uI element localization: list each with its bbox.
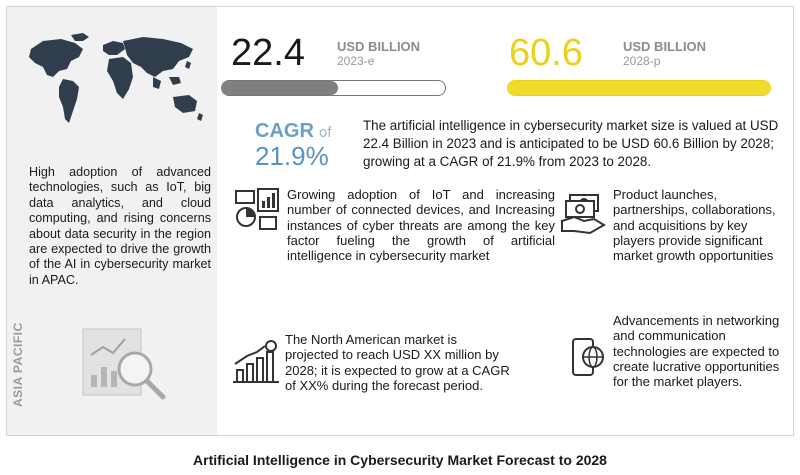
figure-caption: Artificial Intelligence in Cybersecurity…: [193, 452, 607, 468]
growth-chart-icon: [233, 340, 279, 383]
cagr-label: CAGR: [255, 120, 314, 142]
region-label: ASIA PACIFIC: [11, 322, 25, 407]
market-2028-bar: [507, 80, 771, 96]
devices-chart-icon: [235, 188, 279, 230]
market-summary: The artificial intelligence in cybersecu…: [363, 118, 779, 169]
market-2023-bar-fill: [222, 81, 338, 95]
cagr-of: of: [319, 124, 332, 141]
infographic: High adoption of advanced technologies, …: [6, 6, 794, 436]
money-handshake-icon: [561, 194, 606, 235]
world-map-icon: [29, 33, 203, 123]
north-america-text: The North American market is projected t…: [285, 332, 510, 393]
cagr-value: 21.9%: [255, 141, 329, 171]
main-content: 22.4 USD BILLION 2023-e 60.6 USD BILLION…: [217, 7, 793, 435]
networking-opportunity-text: Advancements in networking and communica…: [613, 313, 780, 390]
market-2023-value: 22.4: [231, 32, 305, 74]
market-2023-bar: [221, 80, 446, 96]
apac-description: High adoption of advanced technologies, …: [29, 165, 211, 287]
market-2028-bar-fill: [508, 81, 770, 95]
market-2023-unit: USD BILLION: [337, 39, 421, 54]
apac-panel: High adoption of advanced technologies, …: [7, 7, 217, 435]
market-2028-value: 60.6: [509, 32, 583, 74]
market-2028-year: 2028-p: [623, 54, 661, 68]
players-opportunity-text: Product launches, partnerships, collabor…: [613, 187, 776, 264]
market-2023-year: 2023-e: [337, 54, 375, 68]
market-2028-unit: USD BILLION: [623, 39, 707, 54]
iot-driver-text: Growing adoption of IoT and increasing n…: [287, 187, 555, 264]
analytics-magnifier-icon: [82, 328, 166, 400]
smartphone-globe-icon: [572, 338, 604, 376]
